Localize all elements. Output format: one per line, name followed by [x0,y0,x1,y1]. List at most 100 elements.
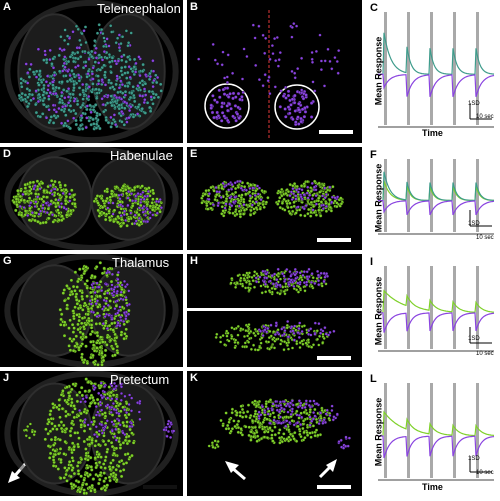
cell-dot [145,207,149,211]
cell-dot [95,299,100,303]
cell-dot [15,202,19,207]
cell-dot [102,49,107,54]
cell-dot [89,290,93,295]
cell-dot [252,211,256,216]
cell-dot [67,286,72,291]
cell-dot [107,60,112,64]
cell-dot [110,384,114,388]
cell-dot [303,214,307,218]
cell-dot [113,59,117,63]
cell-dot [93,44,97,48]
cell-dot [289,274,293,278]
cell-dot [290,399,294,403]
cell-dot [331,418,335,422]
cell-dot [119,409,123,413]
cell-dot [286,319,290,324]
cell-dot [125,420,129,424]
cell-dot [246,181,250,185]
cell-dot [300,329,304,334]
cell-dot [102,266,106,271]
cell-dot [97,61,101,65]
cell-dot [249,430,253,434]
cell-dot [154,92,158,97]
cell-dot [263,282,268,286]
cell-dot [247,433,251,438]
cell-dot [134,219,138,223]
cell-dot [297,107,301,112]
cell-dot [84,322,88,327]
cell-cluster [207,439,220,450]
cell-dot [59,94,64,98]
cell-dot [271,282,275,286]
cell-dot [311,193,315,197]
cell-dot [231,114,235,119]
cell-dot [273,287,277,291]
cell-dot [66,296,71,301]
cell-dot [314,49,318,53]
cell-dot [271,411,275,415]
cell-dot [317,322,321,326]
cell-dot [90,294,94,299]
cell-dot [200,201,204,205]
cell-dot [66,42,70,46]
cell-dot [317,196,321,200]
cell-dot [347,436,351,440]
cell-dot [82,439,87,444]
cell-dot [89,489,93,493]
cell-dot [121,468,126,472]
cell-dot [46,83,51,88]
cell-dot [128,427,132,432]
cell-dot [285,343,290,347]
cell-dot [237,198,241,203]
cell-dot [58,438,62,442]
cell-dot [251,435,256,439]
cell-dot [242,200,246,204]
cell-dot [293,267,297,271]
cell-dot [248,282,252,286]
cell-dot [98,261,103,265]
cell-dot [57,423,61,428]
cell-dot [253,193,257,197]
cell-dot [266,326,270,331]
cell-dot [312,185,316,189]
cell-dot [117,86,122,90]
cell-dot [83,60,88,64]
cell-dot [215,100,219,104]
cell-dot [211,203,215,207]
cell-dot [106,396,110,400]
cell-dot [151,213,155,217]
cell-dot [70,387,74,392]
cell-dot [291,187,295,191]
cell-dot [122,290,126,295]
cell-cluster [18,183,72,218]
cell-dot [98,211,102,216]
cell-dot [315,329,319,333]
cell-dot [286,205,290,210]
cell-dot [278,415,282,419]
cell-dot [313,414,317,418]
cell-dot [261,84,265,88]
cell-dot [98,279,103,284]
cell-dot [293,431,297,435]
cell-dot [62,206,66,210]
cell-dot [71,50,75,55]
cell-dot [292,100,297,105]
cell-dot [46,431,50,436]
cell-dot [63,96,67,100]
cell-dot [298,432,302,437]
cell-dot [24,62,28,66]
cell-dot [142,197,146,201]
stimulus-bar [407,266,410,349]
cell-dot [244,329,248,333]
cell-dot [299,116,303,121]
cell-dot [76,327,80,332]
cell-dot [286,402,290,406]
cell-dot [164,425,168,429]
cell-dot [288,438,293,442]
cell-dot [69,397,74,401]
cell-dot [207,444,211,448]
cell-dot [291,209,295,214]
cell-dot [151,102,155,106]
cell-dot [215,190,219,194]
cell-dot [242,212,246,216]
